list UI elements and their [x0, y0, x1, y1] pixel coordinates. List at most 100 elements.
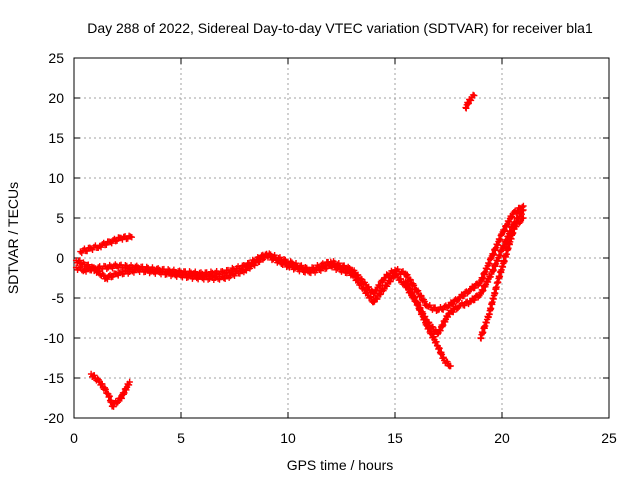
data-point: [129, 268, 136, 275]
data-point: [387, 278, 394, 285]
series-track-e: [87, 370, 133, 410]
data-point: [128, 234, 135, 241]
x-tick-label: 10: [280, 430, 296, 446]
y-tick-label: 5: [56, 210, 64, 226]
data-point: [76, 257, 84, 264]
data-point: [444, 358, 451, 365]
data-layer: [72, 91, 527, 410]
data-point: [319, 264, 326, 271]
data-point: [516, 218, 524, 226]
data-point: [243, 267, 250, 274]
y-tick-label: -15: [44, 370, 64, 386]
data-point: [88, 263, 96, 270]
data-point: [280, 259, 288, 266]
series-track-b: [72, 206, 527, 338]
data-point: [104, 276, 111, 283]
series-track-g: [477, 214, 527, 342]
data-point: [122, 261, 129, 269]
data-point: [467, 97, 475, 104]
data-point: [143, 266, 150, 273]
data-point: [87, 245, 95, 252]
data-point: [204, 276, 212, 283]
data-point: [193, 274, 200, 282]
data-point: [512, 223, 520, 230]
y-tick-label: 25: [48, 50, 64, 66]
y-tick-label: 20: [48, 90, 64, 106]
y-tick-label: 0: [56, 250, 64, 266]
data-point: [429, 323, 437, 331]
data-point: [520, 214, 527, 222]
data-point: [354, 276, 361, 283]
tick-label-layer: 0 5 10 15 20 25 -20 -15 -10 -5 0 5 10 15 20 25: [44, 50, 617, 446]
data-point: [236, 270, 244, 277]
data-point: [373, 295, 381, 303]
data-point: [287, 262, 295, 269]
data-point: [515, 220, 523, 227]
data-point: [410, 282, 418, 289]
data-point: [460, 292, 468, 300]
data-point: [256, 258, 263, 266]
data-point: [466, 286, 474, 294]
data-point: [164, 268, 172, 276]
y-tick-label: 15: [48, 130, 64, 146]
data-point: [450, 308, 457, 316]
y-tick-label: -20: [44, 410, 64, 426]
data-point: [439, 306, 447, 313]
data-point: [276, 257, 284, 264]
plot-frame: [73, 57, 610, 419]
data-point: [470, 92, 478, 99]
data-point: [357, 280, 364, 287]
data-point: [251, 262, 258, 269]
data-point: [397, 275, 405, 283]
y-axis-label: SDTVAR / TECUs: [5, 182, 21, 294]
data-point: [299, 265, 306, 272]
data-point: [95, 267, 103, 275]
chart-title: Day 288 of 2022, Sidereal Day-to-day VTE…: [87, 20, 593, 36]
x-tick-label: 5: [177, 430, 185, 446]
data-point: [199, 274, 206, 282]
data-point: [367, 293, 375, 301]
data-point: [266, 252, 273, 259]
data-point: [172, 272, 179, 279]
data-point: [450, 300, 457, 308]
data-point: [377, 290, 384, 298]
data-point: [365, 283, 372, 290]
series-track-d: [402, 278, 454, 370]
data-point: [85, 261, 92, 268]
data-point: [404, 271, 411, 278]
x-tick-label: 15: [387, 430, 403, 446]
data-point: [99, 270, 106, 278]
data-point: [102, 386, 109, 393]
data-point: [456, 294, 463, 302]
data-point: [461, 302, 468, 309]
data-point: [114, 398, 122, 406]
data-point: [126, 378, 133, 386]
y-tick-label: 10: [48, 170, 64, 186]
data-point: [445, 310, 452, 318]
data-point: [317, 267, 325, 274]
data-point: [520, 206, 527, 214]
data-point: [108, 240, 115, 247]
data-point: [83, 247, 91, 255]
x-tick-label: 25: [601, 430, 617, 446]
data-point: [364, 288, 371, 296]
data-point: [383, 283, 391, 290]
data-point: [103, 265, 111, 272]
y-tick-label: -5: [52, 290, 65, 306]
series-track-c: [77, 232, 135, 257]
data-point: [471, 296, 478, 304]
data-point: [97, 244, 105, 251]
y-tick-label: -10: [44, 330, 64, 346]
data-point: [115, 272, 122, 279]
data-point: [110, 403, 117, 410]
x-axis-label: GPS time / hours: [287, 457, 394, 473]
data-point: [471, 284, 478, 292]
data-point: [447, 362, 454, 370]
data-point: [113, 399, 120, 407]
series-track-f: [462, 91, 478, 112]
data-point: [421, 298, 428, 305]
x-tick-label: 0: [70, 430, 78, 446]
data-point: [414, 287, 422, 294]
